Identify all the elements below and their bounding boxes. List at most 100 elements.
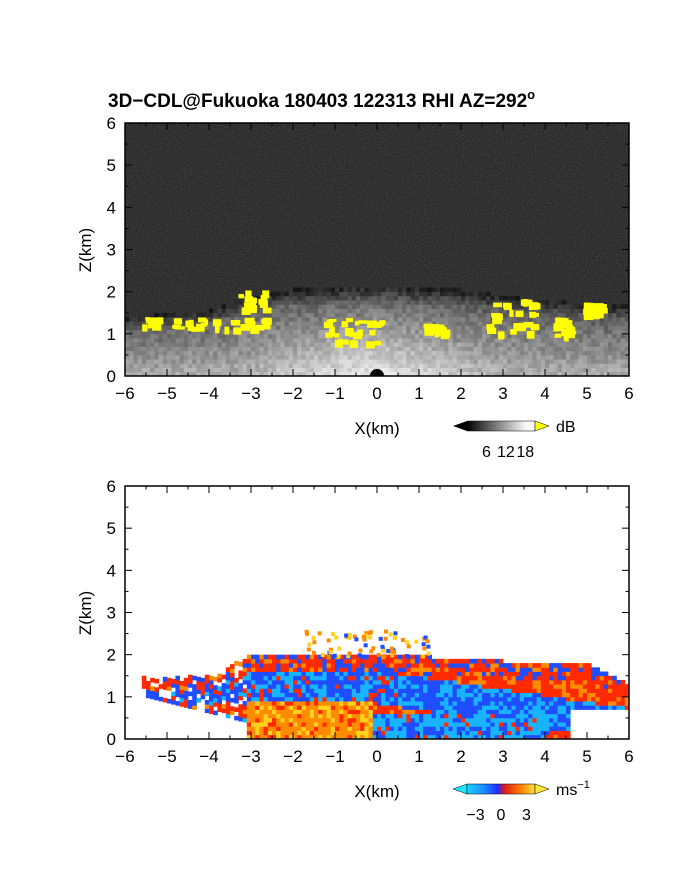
velocity-cell [486, 675, 491, 681]
velocity-scatter-cell [357, 653, 362, 658]
velocity-cell [549, 696, 554, 702]
velocity-cell [309, 663, 315, 668]
high-intensity-mark [568, 327, 575, 334]
intensity-cell [368, 308, 374, 314]
velocity-cell [599, 671, 605, 677]
intensity-cell [456, 338, 462, 343]
velocity-cell [288, 709, 294, 715]
velocity-cell [267, 722, 273, 727]
velocity-cell [267, 692, 273, 698]
intensity-cell [318, 287, 323, 293]
intensity-cell [612, 316, 617, 322]
velocity-cell [477, 663, 483, 668]
velocity-cell [246, 730, 252, 736]
velocity-cell [393, 713, 399, 719]
intensity-cell [276, 300, 281, 305]
velocity-cell [511, 713, 516, 719]
velocity-scatter-cell [362, 635, 367, 640]
velocity-cell [301, 654, 306, 660]
intensity-cell [146, 367, 151, 373]
velocity-cell [154, 678, 159, 684]
velocity-scatter-cell [422, 646, 427, 651]
velocity-cell [452, 734, 458, 739]
velocity-cell [519, 696, 525, 702]
intensity-cell [356, 291, 361, 297]
velocity-cell [314, 722, 319, 727]
intensity-cell [125, 329, 130, 335]
velocity-cell [238, 674, 243, 680]
intensity-cell [272, 354, 277, 360]
velocity-cell [431, 679, 437, 685]
velocity-cell [557, 705, 563, 710]
velocity-cell [255, 696, 260, 702]
intensity-ytick-label: 4 [107, 198, 116, 217]
intensity-cell [351, 350, 357, 356]
velocity-cell [347, 684, 353, 689]
intensity-cell [343, 300, 348, 305]
intensity-cell [503, 300, 508, 305]
intensity-cell [284, 308, 290, 314]
velocity-cell [553, 701, 558, 706]
intensity-cell [368, 367, 374, 373]
intensity-cell [347, 371, 353, 376]
intensity-cell [385, 367, 390, 373]
velocity-cell [545, 675, 550, 681]
velocity-cell [335, 734, 340, 739]
intensity-cell [209, 312, 214, 318]
velocity-cell [251, 734, 256, 739]
intensity-cell [448, 363, 453, 368]
velocity-cell [469, 692, 474, 698]
velocity-cell [423, 679, 428, 685]
velocity-scatter-cell [392, 635, 397, 640]
velocity-cell [393, 709, 399, 715]
intensity-cell [272, 363, 277, 368]
velocity-cell [293, 701, 298, 706]
intensity-cell [389, 321, 395, 326]
velocity-cell [347, 658, 353, 664]
intensity-cell [125, 321, 130, 326]
velocity-cell [402, 675, 407, 681]
intensity-cell [545, 354, 550, 360]
intensity-cell [276, 316, 281, 322]
intensity-cell [213, 359, 218, 364]
velocity-cell [469, 675, 474, 681]
intensity-cell [339, 312, 344, 318]
intensity-cell [582, 338, 588, 343]
intensity-cell [591, 367, 596, 373]
intensity-cell [578, 371, 584, 376]
velocity-cell [276, 722, 281, 727]
intensity-cell [410, 304, 416, 309]
intensity-cell [393, 300, 399, 305]
velocity-cell [620, 701, 626, 706]
intensity-cell [393, 287, 399, 293]
velocity-cell [591, 675, 596, 681]
intensity-cell [599, 367, 605, 373]
velocity-cell [612, 696, 617, 702]
velocity-cell [587, 692, 592, 698]
velocity-cell [368, 734, 374, 739]
intensity-cell [461, 354, 466, 360]
intensity-cell [515, 350, 521, 356]
velocity-cell [549, 734, 554, 739]
velocity-cell [574, 688, 579, 694]
intensity-cell [301, 291, 306, 297]
intensity-cell [347, 287, 353, 293]
intensity-cell [133, 363, 138, 368]
high-intensity-mark [230, 320, 237, 324]
velocity-cell [381, 722, 386, 727]
intensity-cell [209, 338, 214, 343]
velocity-cell [393, 675, 399, 681]
intensity-cell [204, 367, 210, 373]
intensity-cell [272, 308, 277, 314]
velocity-cell [377, 684, 382, 689]
velocity-cell [461, 696, 466, 702]
velocity-cell [209, 709, 214, 715]
velocity-cell [587, 684, 592, 689]
intensity-cell [503, 338, 508, 343]
velocity-cell [234, 707, 239, 712]
velocity-cell [461, 671, 466, 677]
velocity-cell [507, 709, 512, 715]
intensity-cell [238, 300, 243, 305]
intensity-cell [255, 333, 260, 339]
velocity-cell [234, 682, 239, 687]
